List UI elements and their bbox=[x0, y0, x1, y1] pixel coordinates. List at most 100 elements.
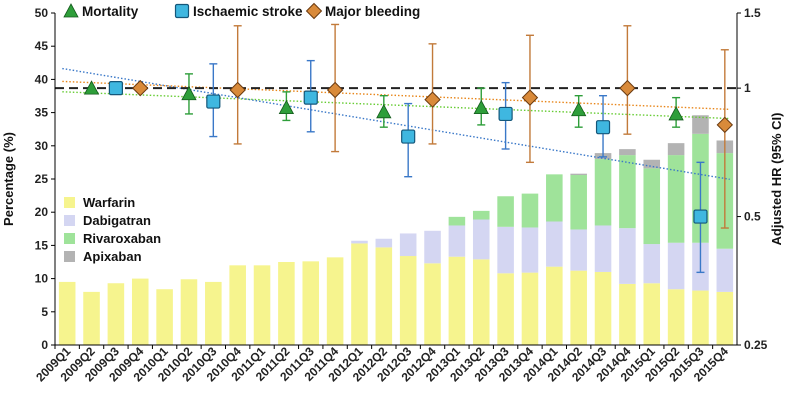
y2-axis-title: Adjusted HR (95% CI) bbox=[769, 113, 784, 246]
hr-markers bbox=[83, 79, 734, 224]
legend-major-bleeding-label: Major bleeding bbox=[325, 4, 420, 19]
marker-mortality-2013Q2 bbox=[473, 99, 489, 115]
bar-apixaban-2015Q2 bbox=[667, 143, 685, 156]
bar-rivaroxaban-2014Q1 bbox=[546, 174, 563, 222]
bar-dabigatran-2013Q3 bbox=[497, 226, 514, 274]
bar-warfarin-2015Q1 bbox=[643, 283, 661, 345]
legend-warfarin-label: Warfarin bbox=[83, 195, 135, 210]
legend-dabigatran-swatch bbox=[64, 215, 75, 226]
bar-warfarin-2010Q3 bbox=[205, 281, 222, 345]
bar-dabigatran-2015Q4 bbox=[716, 248, 734, 292]
y-tick-label-15: 15 bbox=[35, 238, 49, 252]
y-tick-label-30: 30 bbox=[35, 139, 49, 153]
bar-dabigatran-2014Q1 bbox=[546, 221, 563, 267]
bar-warfarin-2011Q1 bbox=[253, 265, 271, 345]
marker-ischaemic-stroke-2010Q3 bbox=[206, 94, 221, 109]
bar-warfarin-2013Q3 bbox=[497, 273, 514, 345]
y2-tick-label-1.5: 1.5 bbox=[744, 6, 761, 20]
legend-rivaroxaban-label: Rivaroxaban bbox=[83, 231, 161, 246]
y2-tick-label-0.5: 0.5 bbox=[744, 210, 761, 224]
legend-top: Mortality Ischaemic stroke Major bleeding bbox=[63, 2, 420, 20]
marker-ischaemic-stroke-2013Q3 bbox=[498, 106, 513, 122]
y-axis-title: Percentage (%) bbox=[1, 132, 16, 226]
bar-rivaroxaban-2015Q2 bbox=[667, 155, 685, 243]
bar-dabigatran-2014Q2 bbox=[570, 229, 587, 271]
bar-dabigatran-2015Q2 bbox=[667, 242, 685, 290]
bar-dabigatran-2015Q1 bbox=[643, 244, 661, 284]
bar-apixaban-2015Q3 bbox=[692, 115, 709, 134]
bar-dabigatran-2014Q4 bbox=[619, 228, 636, 284]
bar-dabigatran-2013Q2 bbox=[472, 219, 490, 260]
y-tick-label-40: 40 bbox=[35, 72, 49, 86]
bar-warfarin-2013Q4 bbox=[521, 272, 539, 345]
bar-rivaroxaban-2014Q3 bbox=[594, 159, 612, 226]
bar-rivaroxaban-2013Q1 bbox=[448, 216, 466, 226]
bar-warfarin-2010Q4 bbox=[229, 265, 246, 345]
marker-major-bleeding-2014Q4 bbox=[619, 79, 636, 97]
bar-rivaroxaban-2014Q4 bbox=[619, 155, 636, 229]
bar-warfarin-2012Q2 bbox=[375, 247, 393, 345]
bar-warfarin-2014Q3 bbox=[594, 271, 612, 345]
legend-rivaroxaban-swatch bbox=[64, 233, 75, 244]
bar-warfarin-2009Q1 bbox=[58, 281, 76, 345]
bar-apixaban-2014Q4 bbox=[619, 149, 636, 156]
bar-warfarin-2013Q2 bbox=[472, 259, 490, 345]
legend-left: Warfarin Dabigatran Rivaroxaban Apixaban bbox=[64, 195, 161, 264]
bar-warfarin-2011Q2 bbox=[278, 262, 295, 345]
legend-dabigatran-label: Dabigatran bbox=[83, 213, 151, 228]
bar-warfarin-2014Q2 bbox=[570, 270, 587, 345]
bar-rivaroxaban-2015Q1 bbox=[643, 168, 661, 245]
marker-mortality-2009Q2 bbox=[83, 80, 100, 95]
y-tick-label-50: 50 bbox=[35, 6, 49, 20]
y-tick-label-45: 45 bbox=[35, 39, 49, 53]
marker-mortality-2012Q2 bbox=[376, 103, 392, 119]
bar-warfarin-2011Q4 bbox=[326, 257, 344, 345]
bar-warfarin-2012Q3 bbox=[399, 256, 417, 345]
bar-dabigatran-2013Q1 bbox=[448, 225, 466, 257]
marker-mortality-2014Q2 bbox=[571, 101, 587, 117]
bar-warfarin-2009Q3 bbox=[107, 283, 125, 345]
marker-mortality-2011Q2 bbox=[278, 99, 295, 115]
marker-mortality-2015Q2 bbox=[668, 106, 684, 121]
bar-warfarin-2009Q2 bbox=[83, 291, 100, 345]
marker-ischaemic-stroke-2015Q3 bbox=[693, 209, 708, 224]
marker-ischaemic-stroke-2014Q3 bbox=[595, 120, 611, 135]
marker-major-bleeding-2009Q4 bbox=[132, 79, 149, 97]
legend-ischaemic-stroke-label: Ischaemic stroke bbox=[193, 4, 303, 19]
y-tick-label-5: 5 bbox=[41, 305, 48, 319]
bar-warfarin-2010Q1 bbox=[156, 289, 173, 345]
trend-lines bbox=[62, 67, 730, 180]
legend-mortality-label: Mortality bbox=[82, 4, 139, 19]
legend-apixaban-swatch bbox=[64, 251, 75, 262]
bar-warfarin-2015Q3 bbox=[692, 290, 709, 345]
legend-mortality-icon bbox=[63, 3, 79, 18]
y-tick-label-35: 35 bbox=[35, 106, 49, 120]
bar-dabigatran-2014Q3 bbox=[594, 225, 612, 272]
legend-apixaban-label: Apixaban bbox=[83, 249, 142, 264]
bar-dabigatran-2012Q2 bbox=[375, 238, 393, 248]
bar-rivaroxaban-2013Q4 bbox=[521, 193, 539, 228]
bar-apixaban-2015Q1 bbox=[643, 159, 661, 169]
marker-ischaemic-stroke-2012Q3 bbox=[401, 129, 416, 144]
y2-tick-label-0.25: 0.25 bbox=[744, 338, 768, 352]
bar-group bbox=[58, 115, 734, 345]
bar-warfarin-2012Q1 bbox=[351, 243, 368, 345]
marker-major-bleeding-2010Q4 bbox=[229, 81, 246, 99]
bar-warfarin-2015Q2 bbox=[667, 289, 685, 345]
marker-major-bleeding-2011Q4 bbox=[326, 81, 344, 99]
trend-line-ischaemic-stroke bbox=[62, 67, 730, 180]
bar-warfarin-2010Q2 bbox=[180, 279, 198, 345]
y-tick-label-20: 20 bbox=[35, 205, 49, 219]
marker-mortality-2010Q2 bbox=[181, 85, 197, 101]
marker-major-bleeding-2015Q4 bbox=[716, 116, 734, 134]
bar-dabigatran-2013Q4 bbox=[521, 227, 539, 273]
y-tick-label-0: 0 bbox=[41, 338, 48, 352]
y-tick-label-25: 25 bbox=[35, 172, 49, 186]
bar-rivaroxaban-2013Q2 bbox=[472, 210, 490, 220]
bar-warfarin-2014Q1 bbox=[546, 266, 563, 345]
bar-warfarin-2015Q4 bbox=[716, 291, 734, 345]
bar-warfarin-2012Q4 bbox=[424, 263, 441, 345]
y-tick-label-10: 10 bbox=[35, 272, 49, 286]
legend-major-bleeding-icon bbox=[305, 2, 323, 20]
